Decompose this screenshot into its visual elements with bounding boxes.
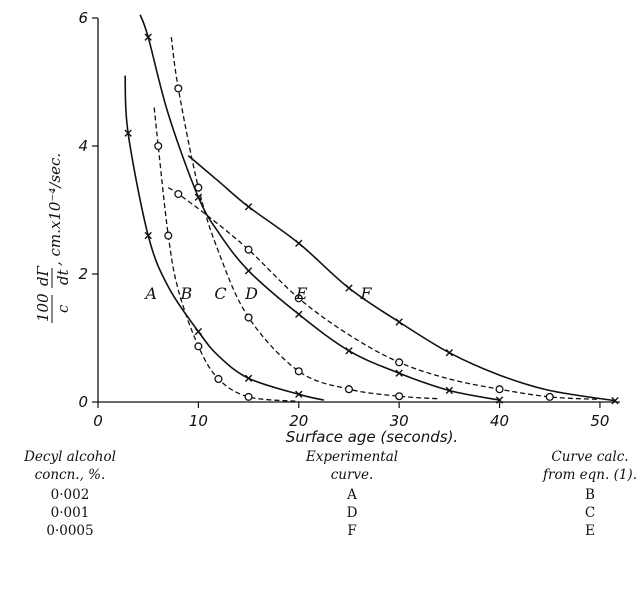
series-d-point xyxy=(295,310,303,319)
series-b-point xyxy=(154,141,163,151)
x-tick-label: 40 xyxy=(490,412,509,430)
table-cell: D xyxy=(347,505,358,521)
series-e-point xyxy=(244,245,253,254)
table-header-cell: Decyl alcohol xyxy=(23,449,116,465)
table-header-cell: from eqn. (1). xyxy=(542,467,637,483)
series-b-point xyxy=(244,392,253,401)
series-a-point xyxy=(244,374,253,383)
series-c-point xyxy=(294,367,303,376)
series-f-point xyxy=(395,318,403,326)
series-f-line xyxy=(187,154,616,402)
y-label-units: , cm.x10⁻⁴/sec. xyxy=(46,153,64,266)
y-label-frac-den: c xyxy=(54,304,72,313)
table-header-cell: curve. xyxy=(331,467,374,483)
curve-label-b: B xyxy=(179,284,192,303)
y-label-dt: dt xyxy=(54,268,72,285)
series-d-point xyxy=(495,396,504,404)
table-cell: A xyxy=(346,487,357,503)
table-cell: F xyxy=(347,523,356,539)
series-c-point xyxy=(244,313,253,322)
table-cell: 0·001 xyxy=(51,505,90,521)
series-d-point xyxy=(345,347,353,355)
table-header-cell: Curve calc. xyxy=(551,449,628,465)
series-b-point xyxy=(214,374,223,384)
curve-label-f: F xyxy=(359,284,372,303)
series-a-point xyxy=(295,390,303,399)
series-a-line xyxy=(124,75,325,401)
series-b-point xyxy=(194,342,203,351)
table-cell: C xyxy=(585,505,595,521)
series-e-point xyxy=(495,385,504,394)
markers xyxy=(124,33,619,405)
y-tick-label: 0 xyxy=(78,393,88,411)
series-c-line xyxy=(170,37,440,400)
series-e-point xyxy=(395,358,404,367)
series-d-point xyxy=(395,369,403,377)
x-tick-label: 30 xyxy=(390,412,409,430)
table-header-cell: concn., %. xyxy=(35,467,106,483)
series-c-point xyxy=(395,392,404,401)
series-c-point xyxy=(174,84,183,93)
series-d-point xyxy=(144,33,152,41)
table-cell: E xyxy=(585,523,595,539)
series-e-point xyxy=(294,294,303,303)
table-cell: 0·0005 xyxy=(46,523,93,539)
series-f-point xyxy=(345,284,353,292)
concentration-table: Decyl alcohol concn., %. Experimental curve… xyxy=(23,449,637,539)
y-label-dgamma: dΓ xyxy=(34,265,52,286)
series-f-point xyxy=(244,203,253,211)
series-b-line xyxy=(153,107,299,403)
series-d-line xyxy=(139,14,500,401)
table-header-cell: Experimental xyxy=(305,449,398,465)
series-d-point xyxy=(244,267,253,275)
series-a-point xyxy=(124,129,132,137)
series-b-point xyxy=(164,231,173,240)
series-d-point xyxy=(194,193,203,201)
y-tick-label: 6 xyxy=(78,9,88,27)
series-f-point xyxy=(611,397,619,405)
y-tick-label: 2 xyxy=(78,265,88,283)
curve-label-d: D xyxy=(244,284,258,303)
series-e-line xyxy=(167,187,600,401)
x-tick-label: 10 xyxy=(189,412,208,430)
table-cell: 0·002 xyxy=(51,487,90,503)
x-tick-label: 0 xyxy=(93,412,103,430)
series-f-point xyxy=(295,239,303,247)
curve-label-e: E xyxy=(295,284,308,303)
series-d-point xyxy=(445,386,454,395)
series-a-point xyxy=(194,327,203,336)
y-axis-label: 100 c dΓ dt , cm.x10⁻⁴/sec. xyxy=(34,153,72,323)
curve-label-a: A xyxy=(143,284,157,303)
table-cell: B xyxy=(585,487,595,503)
y-tick-label: 4 xyxy=(78,137,88,155)
series-c-point xyxy=(194,183,203,192)
y-label-frac-num: 100 xyxy=(34,293,52,322)
axes: 0 10 20 30 40 50 0 2 4 6 xyxy=(78,9,620,430)
series-f-point xyxy=(445,349,454,357)
x-axis-label: Surface age (seconds). xyxy=(286,428,458,446)
x-tick-label: 20 xyxy=(289,412,308,430)
x-tick-label: 50 xyxy=(590,412,609,430)
series-e-point xyxy=(174,189,183,199)
series-e-point xyxy=(545,392,554,401)
curve-label-c: C xyxy=(214,284,226,303)
series-a-point xyxy=(144,231,152,240)
series-c-point xyxy=(344,385,354,394)
